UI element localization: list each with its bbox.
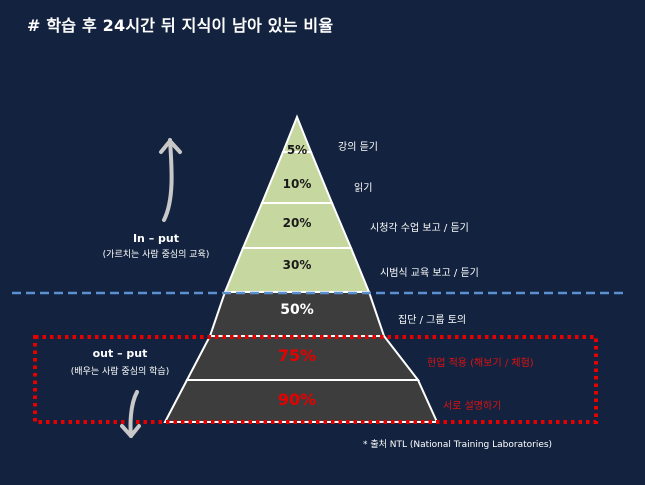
label-lecture: 강의 듣기: [338, 142, 378, 153]
percent-30: 30%: [282, 258, 312, 272]
label-reading: 읽기: [354, 183, 373, 194]
output-subtitle: (배우는 사람 중심의 학습): [70, 367, 170, 377]
source-note: * 출처 NTL (National Training Laboratories…: [363, 440, 553, 450]
percent-20: 20%: [282, 216, 312, 230]
percent-50: 50%: [280, 302, 314, 318]
label-group-discussion: 집단 / 그룹 토의: [398, 315, 467, 326]
percent-75: 75%: [277, 346, 317, 365]
up-arrow-icon: [159, 138, 182, 222]
output-highlight-box: [33, 335, 598, 424]
input-subtitle: (가르치는 사람 중심의 교육): [102, 250, 210, 260]
input-title: In – put: [132, 232, 180, 245]
percent-5: 5%: [286, 143, 308, 157]
label-teach-others: 서로 설명하기: [443, 401, 502, 412]
label-practice: 현업 적용 (해보기 / 체험): [427, 358, 534, 369]
label-demonstration: 시범식 교육 보고 / 듣기: [380, 268, 479, 279]
percent-90: 90%: [277, 390, 317, 409]
percent-10: 10%: [282, 177, 312, 191]
down-arrow-icon: [120, 390, 141, 438]
label-audiovisual: 시청각 수업 보고 / 듣기: [370, 223, 469, 234]
output-title: out – put: [92, 347, 148, 360]
page-title: # 학습 후 24시간 뒤 지식이 남아 있는 비율: [27, 16, 334, 35]
